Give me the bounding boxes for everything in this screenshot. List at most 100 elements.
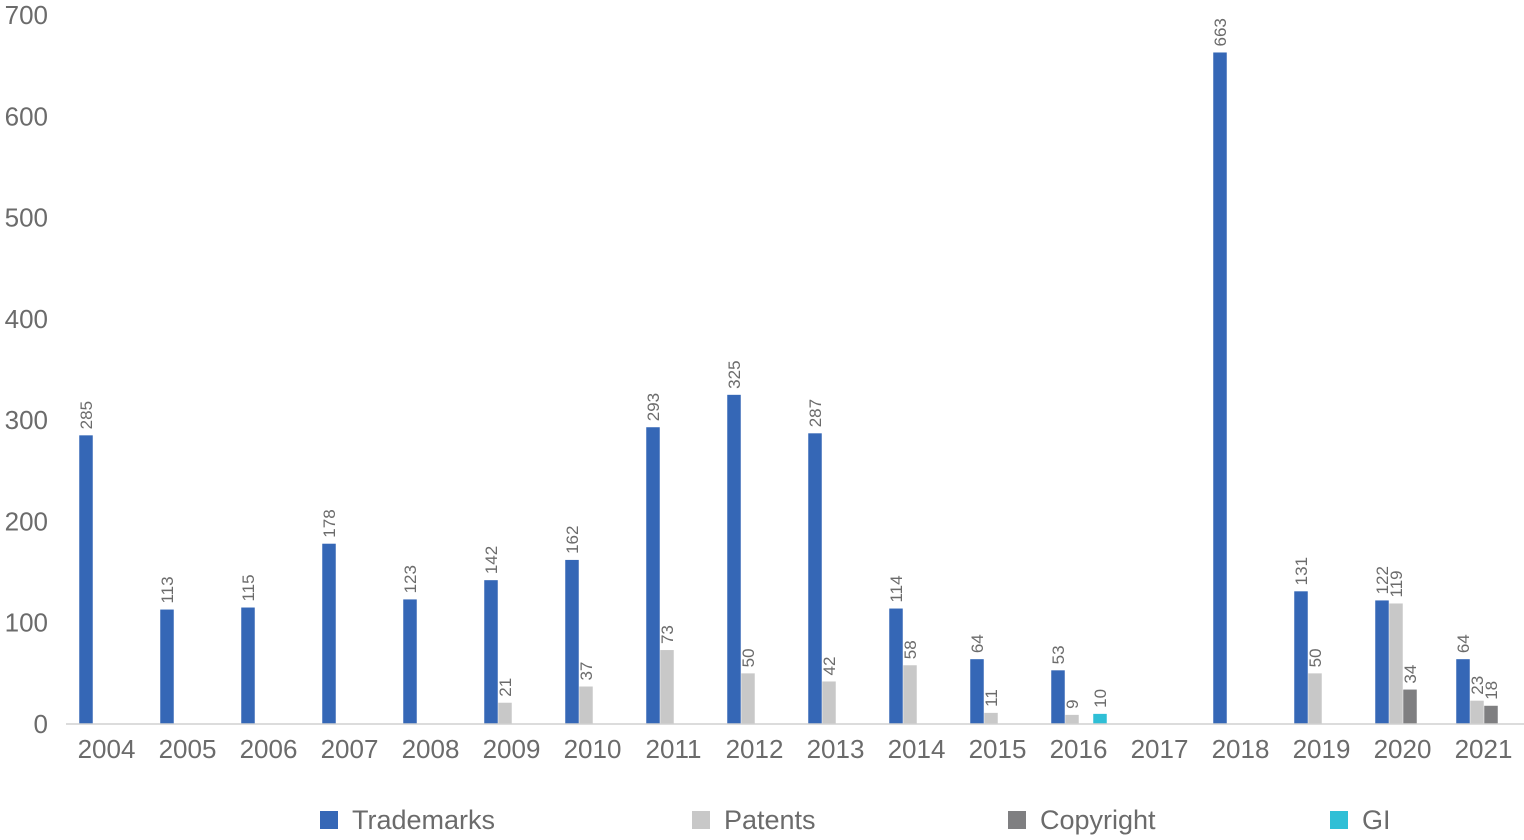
data-label: 37 bbox=[577, 662, 596, 681]
bar-patents bbox=[903, 665, 917, 724]
bar-trademarks bbox=[889, 608, 903, 724]
legend-swatch bbox=[1008, 811, 1026, 829]
y-tick-label: 200 bbox=[5, 506, 48, 536]
bar-trademarks bbox=[565, 559, 579, 724]
bar-chart: 0 100 200 300 400 500 600 700 285 113 115 178 123 14… bbox=[5, 0, 1524, 764]
bar-trademarks bbox=[484, 580, 498, 724]
x-tick-label: 2010 bbox=[564, 734, 622, 764]
legend-swatch bbox=[692, 811, 710, 829]
bar-patents bbox=[822, 681, 836, 724]
data-label: 10 bbox=[1091, 689, 1110, 708]
bar-patents bbox=[1470, 700, 1484, 724]
x-tick-label: 2015 bbox=[969, 734, 1027, 764]
y-tick-label: 0 bbox=[34, 709, 48, 739]
data-label: 34 bbox=[1401, 665, 1420, 684]
legend-item-gi: GI bbox=[1330, 800, 1391, 840]
data-label: 58 bbox=[901, 640, 920, 659]
legend-item-trademarks: Trademarks bbox=[320, 800, 495, 840]
data-label-group: 285 113 115 178 123 142 162 293 325 287 114 64 53 663… bbox=[77, 18, 1501, 709]
legend-label: Trademarks bbox=[352, 804, 496, 835]
bar-trademarks bbox=[322, 543, 336, 724]
x-tick-label: 2019 bbox=[1293, 734, 1351, 764]
data-label: 123 bbox=[401, 565, 420, 593]
x-tick-label: 2017 bbox=[1131, 734, 1189, 764]
x-tick-label: 2011 bbox=[646, 734, 702, 764]
data-label: 122 bbox=[1373, 566, 1392, 594]
legend-label: Patents bbox=[724, 804, 816, 835]
bar-copyright bbox=[1484, 705, 1498, 724]
x-tick-label: 2006 bbox=[240, 734, 298, 764]
bar-trademarks bbox=[727, 394, 741, 724]
legend-swatch bbox=[1330, 811, 1348, 829]
data-label: 663 bbox=[1211, 18, 1230, 46]
bar-patents bbox=[579, 686, 593, 724]
data-label: 21 bbox=[496, 678, 515, 697]
data-label: 11 bbox=[982, 689, 1001, 707]
bar-trademarks bbox=[1294, 591, 1308, 724]
bar-patents bbox=[741, 673, 755, 724]
x-tick-label: 2014 bbox=[888, 734, 946, 764]
x-tick-label: 2018 bbox=[1212, 734, 1270, 764]
x-axis: 2004 2005 2006 2007 2008 2009 2010 2011 2012 2013… bbox=[78, 734, 1513, 764]
bar-copyright bbox=[1403, 689, 1417, 724]
bar-trademarks bbox=[241, 607, 255, 724]
data-label: 50 bbox=[739, 648, 758, 667]
data-label: 285 bbox=[77, 401, 96, 429]
bar-trademarks bbox=[1051, 670, 1065, 724]
data-label: 73 bbox=[658, 625, 677, 644]
legend: Trademarks Patents Copyright GI bbox=[0, 800, 1524, 840]
data-label: 178 bbox=[320, 509, 339, 537]
y-tick-label: 300 bbox=[5, 405, 48, 435]
legend-swatch bbox=[320, 811, 338, 829]
bar-trademarks bbox=[79, 435, 93, 724]
y-tick-label: 400 bbox=[5, 304, 48, 334]
bar-patents bbox=[498, 702, 512, 724]
bar-trademarks bbox=[1375, 600, 1389, 724]
bar-trademarks bbox=[1456, 659, 1470, 724]
data-label: 64 bbox=[968, 634, 987, 653]
bar-series-group bbox=[79, 52, 1498, 725]
data-label: 42 bbox=[820, 657, 839, 676]
legend-label: GI bbox=[1362, 804, 1391, 835]
x-tick-label: 2016 bbox=[1050, 734, 1108, 764]
x-tick-label: 2008 bbox=[402, 734, 460, 764]
bar-trademarks bbox=[1213, 52, 1227, 725]
data-label: 64 bbox=[1454, 634, 1473, 653]
data-label: 287 bbox=[806, 399, 825, 427]
data-label: 113 bbox=[158, 576, 177, 603]
data-label: 53 bbox=[1049, 645, 1068, 664]
data-label: 142 bbox=[482, 546, 501, 574]
legend-label: Copyright bbox=[1040, 804, 1156, 835]
data-label: 114 bbox=[887, 575, 906, 602]
y-tick-label: 600 bbox=[5, 101, 48, 131]
data-label: 9 bbox=[1063, 699, 1082, 708]
data-label: 50 bbox=[1306, 648, 1325, 667]
y-tick-label: 700 bbox=[5, 0, 48, 30]
data-label: 119 bbox=[1387, 570, 1406, 597]
bar-patents bbox=[660, 650, 674, 724]
x-tick-label: 2012 bbox=[726, 734, 784, 764]
y-tick-label: 100 bbox=[5, 608, 48, 638]
x-tick-label: 2005 bbox=[159, 734, 217, 764]
bar-trademarks bbox=[970, 659, 984, 724]
data-label: 325 bbox=[725, 360, 744, 388]
data-label: 18 bbox=[1482, 681, 1501, 700]
legend-item-copyright: Copyright bbox=[1008, 800, 1156, 840]
bar-trademarks bbox=[808, 433, 822, 724]
y-axis: 0 100 200 300 400 500 600 700 bbox=[5, 0, 48, 739]
bar-trademarks bbox=[403, 599, 417, 724]
bar-trademarks bbox=[646, 427, 660, 724]
data-label: 131 bbox=[1292, 557, 1311, 585]
x-tick-label: 2007 bbox=[321, 734, 379, 764]
x-tick-label: 2020 bbox=[1374, 734, 1432, 764]
bar-gi bbox=[1093, 713, 1107, 724]
x-tick-label: 2009 bbox=[483, 734, 541, 764]
data-label: 162 bbox=[563, 526, 582, 554]
data-label: 293 bbox=[644, 393, 663, 421]
data-label: 23 bbox=[1468, 676, 1487, 695]
legend-item-patents: Patents bbox=[692, 800, 816, 840]
bar-patents bbox=[1389, 603, 1403, 724]
y-tick-label: 500 bbox=[5, 203, 48, 233]
bar-trademarks bbox=[160, 609, 174, 724]
bar-patents bbox=[1065, 714, 1079, 724]
